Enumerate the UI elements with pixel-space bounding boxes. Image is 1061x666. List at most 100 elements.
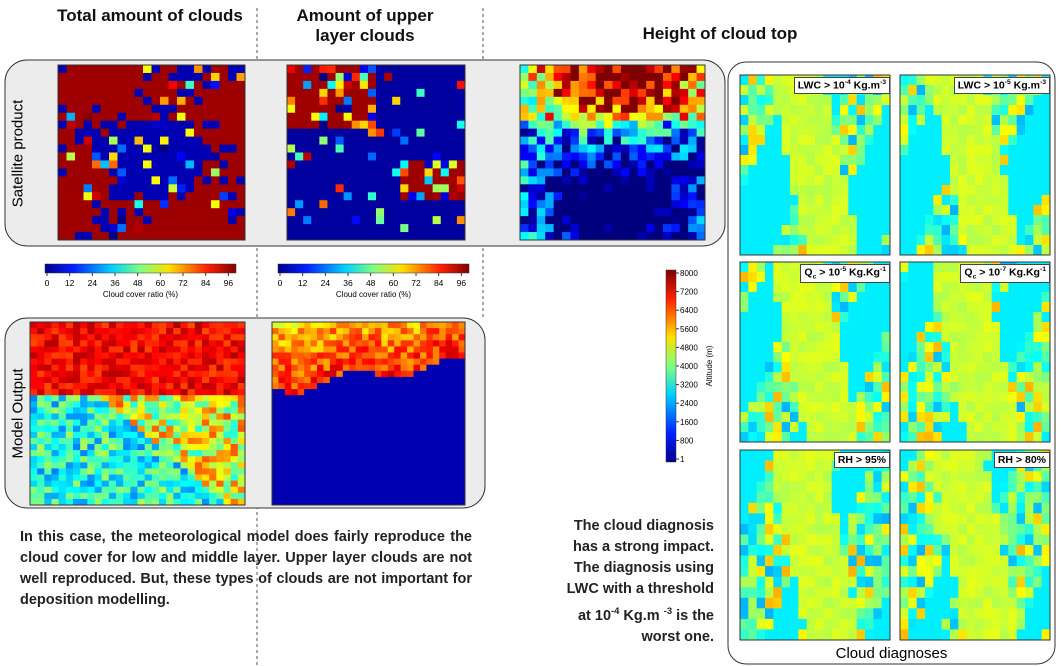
map-cell — [311, 184, 320, 193]
map-cell — [840, 135, 849, 146]
map-cell — [765, 523, 774, 535]
map-cell — [439, 395, 447, 402]
map-cell — [351, 65, 361, 74]
map-cell — [958, 215, 968, 226]
map-cell — [900, 372, 909, 383]
map-cell — [187, 431, 196, 439]
map-cell — [873, 629, 883, 641]
map-cell — [688, 80, 698, 90]
map-cell — [696, 176, 706, 185]
map-cell — [748, 352, 758, 363]
map-cell — [143, 128, 152, 138]
map-cell — [756, 471, 766, 483]
map-cell — [151, 160, 161, 169]
map-cell — [941, 545, 951, 557]
map-cell — [983, 105, 993, 116]
map-cell — [873, 235, 883, 246]
map-cell — [456, 176, 466, 185]
map-cell — [831, 282, 841, 293]
map-cell — [756, 392, 766, 403]
map-cell — [815, 534, 824, 546]
map-cell — [900, 235, 909, 246]
map-cell — [92, 192, 101, 201]
map-cell — [374, 456, 382, 463]
map-cell — [359, 232, 369, 241]
map-cell — [578, 112, 588, 122]
map-cell — [297, 444, 305, 451]
map-cell — [237, 474, 246, 482]
map-cell — [116, 480, 124, 488]
map-cell — [458, 340, 466, 347]
map-cell — [65, 395, 74, 402]
map-cell — [740, 145, 749, 156]
map-cell — [646, 72, 656, 82]
map-cell — [284, 376, 292, 384]
map-cell — [562, 208, 571, 217]
map-cell — [536, 200, 546, 209]
map-cell — [216, 437, 224, 445]
map-cell — [359, 224, 369, 233]
map-cell — [211, 152, 220, 161]
map-cell — [367, 104, 377, 114]
map-cell — [342, 474, 350, 482]
map-cell — [916, 608, 926, 620]
map-cell — [1000, 432, 1009, 443]
map-cell — [66, 144, 76, 153]
map-cell — [748, 302, 758, 313]
map-cell — [51, 407, 60, 414]
map-cell — [545, 224, 555, 233]
map-cell — [696, 216, 706, 225]
map-cell — [194, 474, 203, 482]
map-cell — [679, 96, 689, 106]
map-cell — [740, 534, 749, 546]
map-cell — [368, 486, 376, 494]
map-cell — [151, 389, 160, 396]
map-cell — [336, 437, 344, 445]
map-cell — [925, 576, 934, 588]
map-cell — [595, 152, 605, 161]
map-cell — [432, 492, 440, 500]
map-cell — [941, 75, 951, 86]
map-cell — [327, 208, 337, 217]
map-cell — [620, 176, 630, 185]
map-cell — [881, 95, 891, 106]
map-cell — [108, 431, 117, 439]
map-cell — [1025, 195, 1034, 206]
map-cell — [424, 216, 434, 225]
map-cell — [83, 168, 93, 177]
map-cell — [284, 474, 292, 482]
map-cell — [916, 534, 926, 546]
map-cell — [108, 340, 117, 347]
map-cell — [908, 629, 918, 641]
map-cell — [278, 425, 286, 433]
map-cell — [958, 392, 968, 403]
map-cell — [975, 135, 984, 146]
map-cell — [440, 200, 450, 209]
map-cell — [202, 152, 212, 161]
map-cell — [219, 192, 229, 201]
map-cell — [975, 342, 984, 353]
map-cell — [343, 144, 353, 153]
map-cell — [815, 125, 824, 136]
map-cell — [925, 205, 934, 216]
map-cell — [831, 225, 841, 236]
map-cell — [908, 205, 918, 216]
map-cell — [654, 200, 664, 209]
map-cell — [58, 72, 67, 82]
map-cell — [160, 232, 169, 241]
map-cell — [109, 176, 118, 185]
map-cell — [108, 486, 117, 494]
map-cell — [916, 372, 926, 383]
map-cell — [376, 104, 385, 114]
map-cell — [44, 468, 52, 475]
map-cell — [748, 587, 758, 599]
map-cell — [831, 362, 841, 373]
map-cell — [958, 332, 968, 343]
map-cell — [194, 340, 203, 347]
map-cell — [823, 471, 833, 483]
map-cell — [329, 492, 337, 500]
map-cell — [908, 195, 918, 206]
map-cell — [831, 608, 841, 620]
map-cell — [595, 136, 605, 146]
map-cell — [311, 65, 320, 74]
